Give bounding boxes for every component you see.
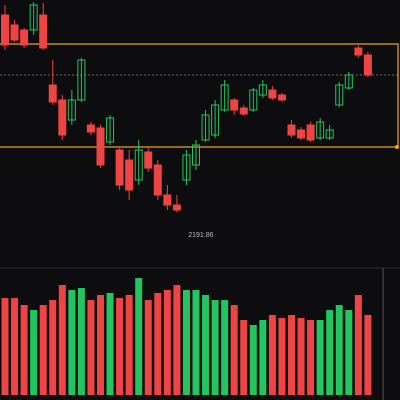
volume-bar	[97, 295, 104, 395]
volume-bar	[173, 285, 181, 395]
candle-body	[39, 14, 48, 49]
candle-body	[77, 59, 86, 101]
volume-bar	[221, 300, 229, 395]
volume-bar	[30, 310, 38, 395]
volume-bar	[364, 315, 372, 395]
candle-body	[115, 149, 124, 186]
volume-bar	[240, 320, 248, 395]
volume-bar	[39, 305, 47, 395]
candle-body	[268, 89, 277, 99]
candle-body	[67, 99, 76, 121]
volume-bar	[211, 300, 219, 395]
volume-bar	[316, 320, 324, 395]
candle-body	[153, 164, 162, 196]
volume-bar	[354, 295, 362, 395]
volume-bar	[259, 320, 267, 395]
low-label: 2191.86	[188, 232, 213, 239]
candle-body	[48, 84, 57, 103]
candle-body	[20, 29, 29, 46]
volume-bar	[326, 310, 334, 395]
candle-body	[249, 89, 258, 111]
candle-body	[96, 127, 105, 166]
volume-bar	[297, 318, 305, 395]
candle-body	[10, 24, 19, 41]
candle-body	[316, 121, 325, 139]
candle-body	[335, 84, 344, 106]
volume-bar	[268, 315, 276, 395]
volume-bar	[58, 285, 66, 395]
candle-body	[354, 47, 363, 56]
volume-bar	[68, 290, 76, 395]
candle-body	[172, 204, 181, 211]
candle-body	[106, 117, 115, 143]
candle-body	[163, 194, 172, 206]
volume-bar	[49, 300, 57, 395]
candle-body	[344, 74, 353, 89]
volume-bar	[307, 320, 315, 395]
candle-body	[287, 124, 296, 136]
candle-body	[144, 151, 153, 169]
volume-bar	[288, 315, 295, 395]
volume-bar	[154, 293, 162, 395]
candle-body	[277, 94, 286, 101]
candle-body	[125, 159, 134, 191]
volume-bar	[278, 318, 286, 395]
volume-bar	[230, 305, 238, 395]
box-handle	[395, 145, 399, 149]
candle-body	[211, 104, 220, 136]
candle-body	[58, 99, 67, 136]
candle-body	[325, 129, 334, 139]
candle-body	[258, 84, 267, 96]
candle-body	[363, 54, 372, 76]
volume-bar	[144, 300, 152, 395]
volume-bar	[249, 325, 257, 395]
volume-bar	[106, 293, 114, 395]
volume-bar	[116, 298, 124, 395]
volume-bar	[11, 298, 19, 395]
volume-bar	[335, 305, 343, 395]
volume-bar	[87, 300, 95, 395]
candle-body	[134, 149, 143, 181]
volume-bar	[1, 298, 9, 395]
volume-bar	[20, 305, 28, 395]
candle-body	[230, 99, 239, 111]
candle-body	[86, 124, 95, 133]
candle-body	[220, 84, 229, 111]
candle-body	[29, 4, 38, 31]
candle-body	[297, 129, 306, 139]
price-box	[0, 43, 399, 148]
volume-bar	[163, 290, 171, 395]
volume-bar	[182, 290, 190, 395]
candle-body	[1, 14, 9, 46]
volume-bar	[77, 288, 85, 395]
candle-body	[192, 144, 200, 166]
candle-body	[306, 124, 315, 141]
volume-bar	[345, 310, 353, 395]
volume-bar	[192, 290, 200, 395]
volume-bar	[125, 295, 133, 395]
volume-bar	[202, 295, 210, 395]
candle-body	[239, 107, 248, 115]
candle-body	[201, 114, 210, 141]
candle-body	[182, 154, 191, 181]
volume-bar	[135, 278, 143, 395]
